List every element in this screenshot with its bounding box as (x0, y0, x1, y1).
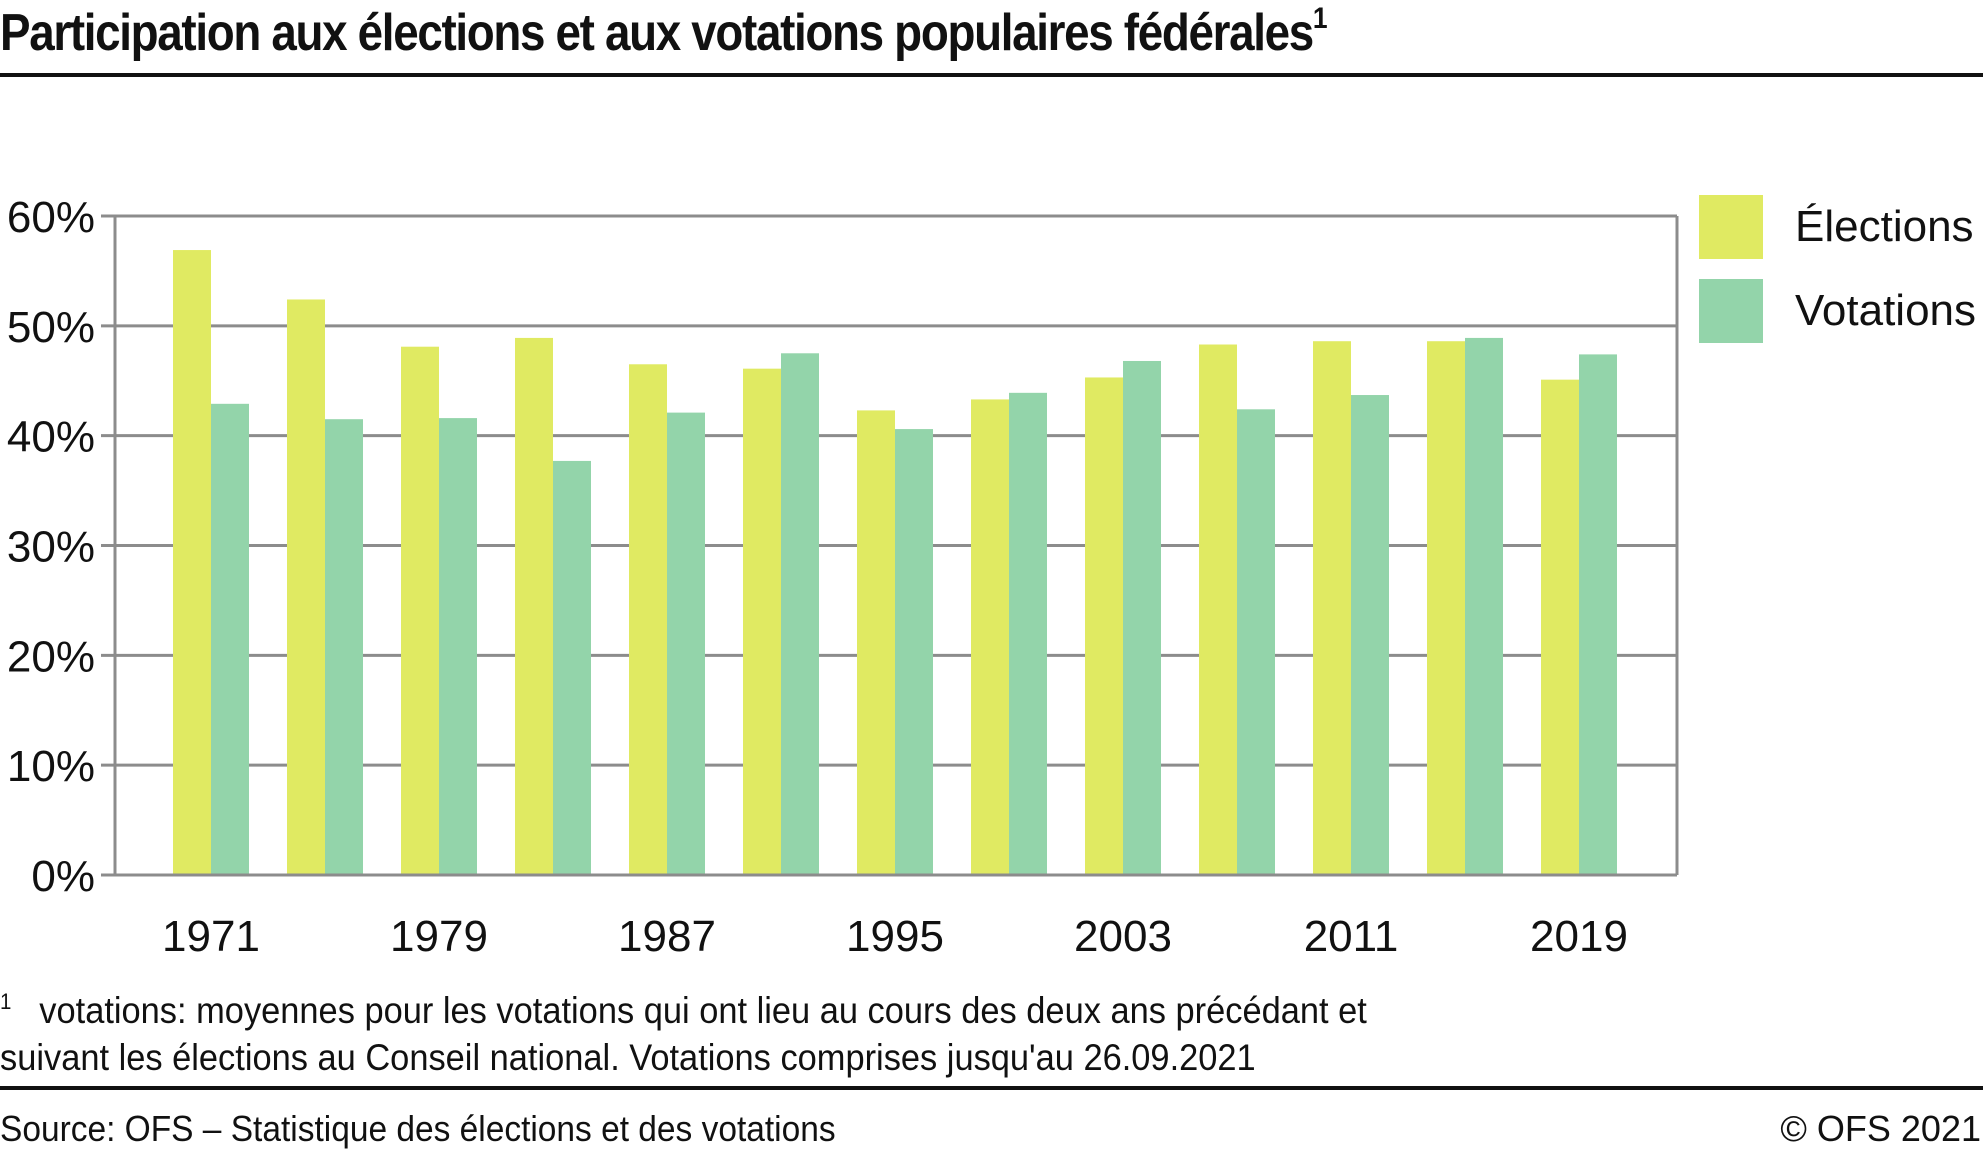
title-rule (0, 73, 1983, 77)
x-tick-label: 2011 (1304, 912, 1399, 961)
bar-elections-1975 (287, 299, 325, 875)
bar-elections-1995 (857, 410, 895, 875)
source-text: Source: OFS – Statistique des élections … (0, 1108, 836, 1149)
bar-elections-2015 (1427, 341, 1465, 876)
bar-elections-2003 (1085, 377, 1123, 875)
footnote-line-1: 1 votations: moyennes pour les votations … (0, 978, 1367, 1034)
y-tick-label: 60% (7, 193, 95, 242)
legend-swatch-elections (1699, 195, 1763, 259)
bars (173, 250, 1617, 876)
y-tick-label: 30% (7, 523, 95, 572)
legend-swatch-votations (1699, 279, 1763, 343)
x-tick-label: 1971 (162, 912, 260, 961)
bar-elections-1971 (173, 250, 211, 875)
footnote: 1 votations: moyennes pour les votations … (0, 978, 1367, 1081)
plot-frame (101, 216, 1679, 877)
bar-votations-1995 (895, 429, 933, 875)
footnote-text-1: votations: moyennes pour les votations q… (39, 990, 1367, 1031)
bar-votations-2019 (1579, 354, 1617, 875)
bar-elections-1991 (743, 368, 781, 875)
bar-chart: 0% 10% 20% 30% 40% 50% 60% 1971 1979 1987 1995 200… (7, 193, 1679, 961)
legend-label-elections: Élections (1795, 202, 1974, 251)
x-tick-label: 1995 (846, 912, 944, 961)
bar-votations-1991 (781, 353, 819, 876)
bar-votations-1983 (553, 460, 591, 875)
x-tick-label: 1987 (618, 912, 716, 961)
legend-label-votations: Votations (1795, 286, 1977, 335)
chart-title: Participation aux élections et aux votat… (0, 2, 1328, 63)
bar-elections-1979 (401, 346, 439, 875)
bar-votations-2003 (1123, 360, 1161, 876)
bar-votations-1979 (439, 418, 477, 875)
y-tick-label: 40% (7, 413, 95, 462)
bar-votations-1971 (211, 403, 249, 875)
bar-elections-1999 (971, 399, 1009, 875)
chart-title-text: Participation aux élections et aux votat… (0, 4, 1314, 62)
bar-votations-2015 (1465, 337, 1503, 875)
copyright-text: © OFS 2021 (1780, 1108, 1981, 1149)
y-tick-label: 0% (31, 852, 95, 901)
footnote-marker: 1 (0, 989, 12, 1014)
bar-elections-2007 (1199, 344, 1237, 875)
x-tick-label: 2003 (1074, 912, 1172, 961)
bar-elections-1987 (629, 364, 667, 875)
y-tick-label: 50% (7, 303, 95, 352)
x-axis-ticks: 1971 1979 1987 1995 2003 2011 2019 (162, 912, 1628, 961)
bar-elections-1983 (515, 337, 553, 875)
title-footnote-marker: 1 (1312, 2, 1328, 35)
bar-votations-1999 (1009, 392, 1047, 875)
legend-item-votations: Votations (1699, 279, 1976, 343)
x-tick-label: 1979 (390, 912, 488, 961)
bar-elections-2011 (1313, 341, 1351, 876)
bar-votations-1987 (667, 412, 705, 875)
x-tick-label: 2019 (1530, 912, 1628, 961)
y-axis-ticks: 0% 10% 20% 30% 40% 50% 60% (7, 193, 95, 901)
y-tick-label: 10% (7, 742, 95, 791)
y-tick-label: 20% (7, 632, 95, 681)
bar-votations-1975 (325, 419, 363, 875)
legend-item-elections: Élections (1699, 195, 1974, 259)
footnote-line-2: suivant les élections au Conseil nationa… (0, 1037, 1256, 1078)
footer-rule (0, 1086, 1983, 1090)
bar-elections-2019 (1541, 379, 1579, 875)
bar-votations-2007 (1237, 409, 1275, 875)
bar-votations-2011 (1351, 395, 1389, 875)
